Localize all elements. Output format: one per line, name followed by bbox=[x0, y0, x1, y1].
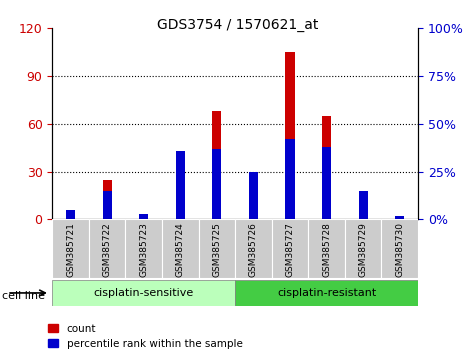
Bar bbox=[139, 215, 148, 219]
Bar bbox=[176, 151, 185, 219]
Bar bbox=[235, 280, 418, 306]
Text: GSM385725: GSM385725 bbox=[212, 222, 221, 277]
Text: GDS3754 / 1570621_at: GDS3754 / 1570621_at bbox=[157, 18, 318, 32]
Text: GSM385729: GSM385729 bbox=[359, 222, 368, 277]
Bar bbox=[359, 207, 368, 219]
Bar bbox=[103, 191, 112, 219]
Bar bbox=[66, 215, 75, 219]
Bar bbox=[66, 210, 75, 219]
Text: GSM385727: GSM385727 bbox=[285, 222, 294, 277]
Bar bbox=[285, 139, 294, 219]
Bar bbox=[395, 216, 404, 219]
Text: GSM385728: GSM385728 bbox=[322, 222, 331, 277]
Bar bbox=[285, 52, 294, 219]
Text: cell line: cell line bbox=[2, 291, 46, 301]
Bar bbox=[199, 219, 235, 278]
Bar bbox=[272, 219, 308, 278]
Bar bbox=[212, 111, 221, 219]
Text: cisplatin-sensitive: cisplatin-sensitive bbox=[94, 288, 194, 298]
Bar bbox=[345, 219, 381, 278]
Bar bbox=[52, 280, 235, 306]
Text: GSM385722: GSM385722 bbox=[103, 222, 112, 277]
Bar bbox=[212, 149, 221, 219]
Bar bbox=[359, 191, 368, 219]
Text: GSM385730: GSM385730 bbox=[395, 222, 404, 278]
Text: GSM385724: GSM385724 bbox=[176, 222, 185, 277]
Bar bbox=[103, 179, 112, 219]
Bar bbox=[162, 219, 199, 278]
Text: cisplatin-resistant: cisplatin-resistant bbox=[277, 288, 376, 298]
Legend: count, percentile rank within the sample: count, percentile rank within the sample bbox=[48, 324, 243, 349]
Text: GSM385721: GSM385721 bbox=[66, 222, 75, 277]
Bar bbox=[249, 172, 258, 219]
Bar bbox=[235, 219, 272, 278]
Bar bbox=[322, 147, 331, 219]
Bar bbox=[308, 219, 345, 278]
Bar bbox=[52, 219, 89, 278]
Bar bbox=[322, 116, 331, 219]
Bar bbox=[395, 216, 404, 219]
Bar bbox=[249, 172, 258, 219]
Bar bbox=[176, 151, 185, 219]
Bar bbox=[89, 219, 125, 278]
Text: GSM385723: GSM385723 bbox=[139, 222, 148, 277]
Bar bbox=[125, 219, 162, 278]
Bar bbox=[139, 214, 148, 219]
Text: GSM385726: GSM385726 bbox=[249, 222, 258, 277]
Bar bbox=[381, 219, 418, 278]
